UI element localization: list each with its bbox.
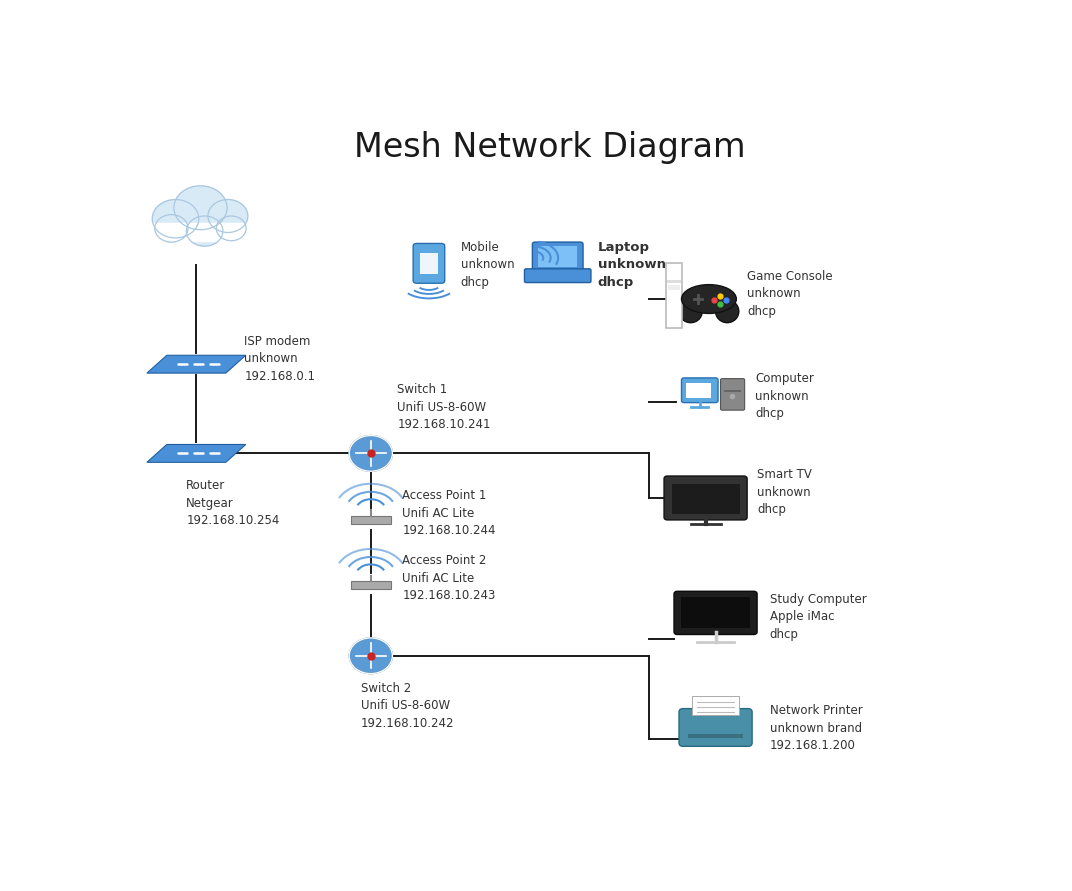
Circle shape bbox=[349, 436, 392, 471]
Text: Network Printer
unknown brand
192.168.1.200: Network Printer unknown brand 192.168.1.… bbox=[770, 705, 862, 753]
Circle shape bbox=[152, 200, 198, 238]
Text: Router
Netgear
192.168.10.254: Router Netgear 192.168.10.254 bbox=[187, 479, 280, 527]
Bar bbox=[671, 484, 740, 514]
Circle shape bbox=[154, 215, 188, 242]
Bar bbox=[668, 281, 681, 283]
Bar bbox=[686, 383, 712, 397]
Bar bbox=[420, 253, 438, 274]
Text: ISP modem
unknown
192.168.0.1: ISP modem unknown 192.168.0.1 bbox=[244, 335, 315, 383]
Text: Mobile
unknown
dhcp: Mobile unknown dhcp bbox=[461, 241, 515, 289]
Circle shape bbox=[174, 186, 227, 230]
FancyBboxPatch shape bbox=[533, 242, 583, 273]
Bar bbox=[682, 598, 749, 628]
Circle shape bbox=[187, 216, 223, 246]
FancyBboxPatch shape bbox=[720, 379, 745, 410]
FancyBboxPatch shape bbox=[682, 378, 718, 403]
Text: Mesh Network Diagram: Mesh Network Diagram bbox=[354, 131, 745, 164]
Bar bbox=[666, 263, 682, 328]
FancyBboxPatch shape bbox=[413, 243, 445, 283]
Text: Smart TV
unknown
dhcp: Smart TV unknown dhcp bbox=[757, 469, 812, 517]
Text: Computer
unknown
dhcp: Computer unknown dhcp bbox=[756, 372, 815, 421]
Text: Access Point 2
Unifi AC Lite
192.168.10.243: Access Point 2 Unifi AC Lite 192.168.10.… bbox=[402, 554, 495, 602]
Circle shape bbox=[349, 638, 392, 674]
Bar bbox=[688, 734, 743, 738]
Ellipse shape bbox=[679, 300, 702, 323]
Bar bbox=[351, 581, 390, 589]
FancyBboxPatch shape bbox=[674, 592, 757, 634]
Ellipse shape bbox=[716, 300, 739, 323]
Polygon shape bbox=[147, 445, 245, 462]
FancyBboxPatch shape bbox=[524, 269, 591, 282]
Bar bbox=[351, 516, 390, 524]
Text: Access Point 1
Unifi AC Lite
192.168.10.244: Access Point 1 Unifi AC Lite 192.168.10.… bbox=[402, 489, 496, 537]
Text: Switch 2
Unifi US-8-60W
192.168.10.242: Switch 2 Unifi US-8-60W 192.168.10.242 bbox=[361, 682, 455, 730]
Bar bbox=[538, 246, 577, 267]
Bar bbox=[150, 223, 247, 241]
Polygon shape bbox=[147, 356, 245, 373]
Bar bbox=[693, 696, 739, 715]
Text: Switch 1
Unifi US-8-60W
192.168.10.241: Switch 1 Unifi US-8-60W 192.168.10.241 bbox=[398, 383, 491, 431]
Bar bbox=[668, 285, 680, 290]
Circle shape bbox=[217, 216, 247, 241]
Text: Study Computer
Apple iMac
dhcp: Study Computer Apple iMac dhcp bbox=[770, 593, 866, 641]
FancyBboxPatch shape bbox=[664, 476, 747, 520]
Text: Laptop
unknown
dhcp: Laptop unknown dhcp bbox=[597, 241, 666, 289]
Text: Game Console
unknown
dhcp: Game Console unknown dhcp bbox=[747, 270, 833, 317]
Circle shape bbox=[208, 200, 248, 233]
Bar bbox=[724, 389, 742, 392]
Ellipse shape bbox=[682, 284, 736, 314]
FancyBboxPatch shape bbox=[679, 708, 753, 747]
